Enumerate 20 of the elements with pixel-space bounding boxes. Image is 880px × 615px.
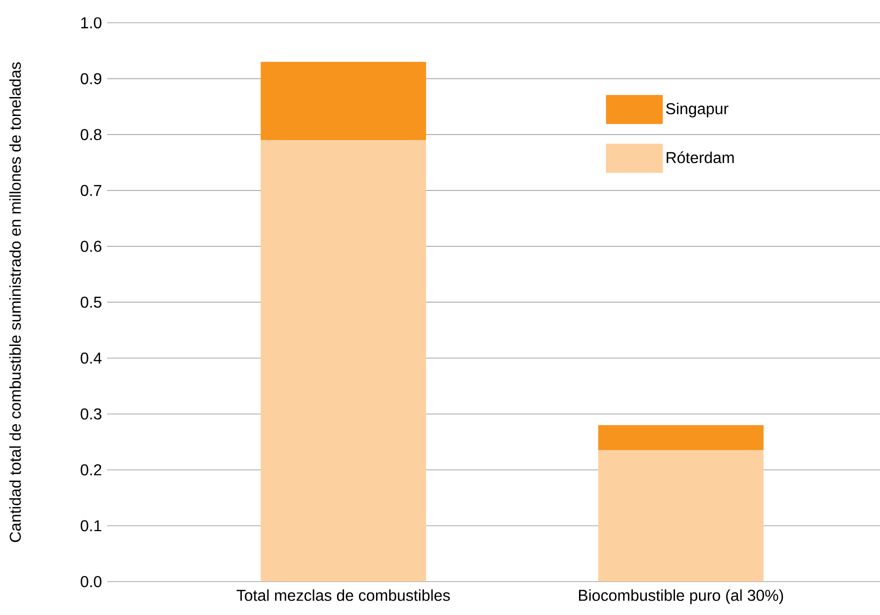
bar bbox=[260, 62, 426, 140]
legend-label: Singapur bbox=[666, 102, 728, 118]
y-tick-label: 0.5 bbox=[80, 296, 102, 308]
y-tick-label: 0.4 bbox=[80, 352, 102, 364]
y-tick-label: 1.0 bbox=[81, 17, 102, 28]
y-tick-label: 0.6 bbox=[80, 240, 102, 252]
x-tick-label: Biocombustible puro (al 30%) bbox=[579, 589, 783, 604]
y-tick-label: 0.1 bbox=[80, 520, 102, 532]
x-tick-label: Total mezclas de combustibles bbox=[236, 589, 450, 601]
y-tick-label: 0.2 bbox=[80, 464, 102, 476]
y-tick-label: 0.7 bbox=[80, 184, 102, 196]
y-tick-label: 0.3 bbox=[80, 408, 102, 420]
y-tick-label: 0.8 bbox=[80, 128, 102, 140]
y-tick-label: 0.9 bbox=[80, 72, 102, 84]
bar bbox=[598, 450, 764, 582]
legend-label: Róterdam bbox=[666, 151, 734, 164]
bar bbox=[598, 424, 764, 450]
y-axis-title: Cantidad total de combustible suministrado en millones de toneladas bbox=[9, 62, 21, 542]
y-tick-label: 0.0 bbox=[80, 576, 102, 588]
bar bbox=[260, 140, 426, 582]
